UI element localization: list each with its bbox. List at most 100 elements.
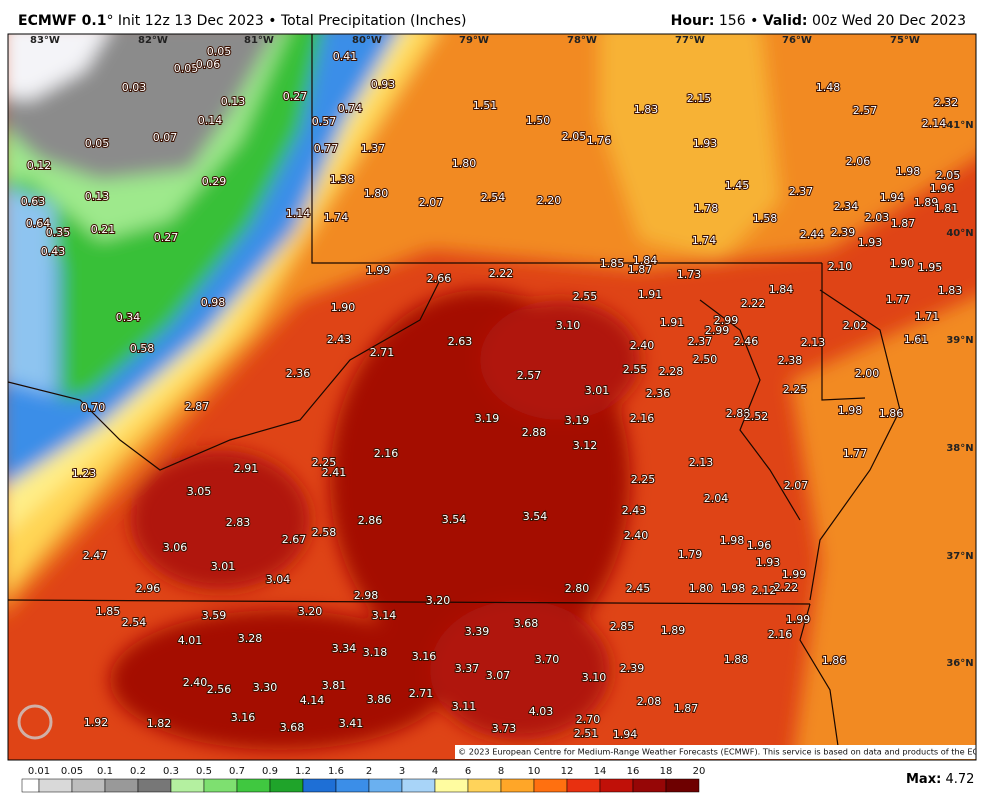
precip-amount: 2.12 [752,584,777,597]
colorbar-tick-label: 0.9 [262,766,278,777]
precip-amount: 2.71 [409,687,434,700]
precip-amount: 1.61 [904,333,929,346]
precip-amount: 2.52 [744,410,769,423]
colorbar-tick-label: 3 [399,766,405,777]
colorbar-tick-label: 4 [432,766,438,777]
precip-amount: 0.13 [85,190,110,203]
precip-amount: 1.79 [678,548,703,561]
precip-amount: 2.51 [574,727,599,740]
precip-amount: 2.66 [427,272,452,285]
longitude-label: 81°W [244,35,274,46]
precip-amount: 2.98 [354,589,379,602]
longitude-label: 78°W [567,35,597,46]
map-frame [7,33,977,761]
precip-amount: 1.80 [452,157,477,170]
precip-amount: 2.67 [282,533,307,546]
precip-amount: 2.57 [853,104,878,117]
precip-amount: 1.98 [720,534,745,547]
copyright: © 2023 European Centre for Medium-Range … [458,747,984,757]
precip-amount: 1.14 [286,207,311,220]
precip-amount: 0.98 [201,296,226,309]
precip-amount: 3.81 [322,679,347,692]
precip-amount: 2.37 [688,335,713,348]
longitude-label: 83°W [30,35,60,46]
precip-amount: 2.99 [714,314,739,327]
precip-amount: 4.03 [529,705,554,718]
precip-amount: 2.46 [734,335,759,348]
precip-amount: 3.01 [211,560,236,573]
precip-amount: 0.14 [198,114,223,127]
precip-amount: 2.07 [784,479,809,492]
precip-amount: 1.81 [934,202,959,215]
precip-amount: 1.93 [693,137,718,150]
precip-amount: 0.29 [202,175,227,188]
precip-amount: 1.99 [782,568,807,581]
precip-amount: 0.35 [46,226,71,239]
precip-amount: 2.16 [374,447,399,460]
colorbar-segment [203,778,238,793]
precip-amount: 1.99 [366,264,391,277]
precip-amount: 1.95 [918,261,943,274]
precip-amount: 1.38 [330,173,355,186]
precip-amount: 2.28 [659,365,684,378]
precip-amount: 2.91 [234,462,259,475]
precip-amount: 0.74 [338,102,363,115]
precip-amount: 3.19 [565,414,590,427]
colorbar-tick-label: 1.2 [295,766,311,777]
precip-amount: 3.68 [280,721,305,734]
colorbar-tick-label: 18 [660,766,673,777]
colorbar-segment [137,778,172,793]
hour-label: Hour: [671,13,715,29]
max-readout: Max: 4.72 [906,772,974,787]
precip-amount: 2.13 [689,456,714,469]
colorbar-tick-label: 0.01 [28,766,50,777]
colorbar-segment [599,778,634,793]
precip-amount: 2.88 [522,426,547,439]
colorbar-tick-label: 10 [528,766,541,777]
precip-amount: 3.68 [514,617,539,630]
precip-amount: 3.59 [202,609,227,622]
colorbar-tick-label: 1.6 [328,766,344,777]
precip-amount: 1.77 [843,447,868,460]
precip-amount: 2.40 [183,676,208,689]
precip-amount: 1.88 [724,653,749,666]
precip-amount: 3.11 [452,700,477,713]
precip-amount: 1.94 [613,728,638,741]
colorbar-segment [170,778,205,793]
precip-amount: 0.27 [283,90,308,103]
state-borders [8,34,901,760]
precip-amount: 3.07 [486,669,511,682]
colorbar-segment [302,778,337,793]
valid-time: 00z Wed 20 Dec 2023 [812,13,966,29]
hour: 156 • [719,13,758,29]
precip-amount: 2.54 [481,191,506,204]
precip-amount: 0.64 [26,217,51,230]
precip-amount: 3.34 [332,642,357,655]
precip-amount: 1.87 [628,263,653,276]
precip-amount: 3.41 [339,717,364,730]
precip-amount: 1.48 [816,81,841,94]
valid-label: Valid: [763,13,808,29]
latitude-label: 41°N [946,120,973,131]
copyright-box [455,745,976,759]
precip-amount: 3.12 [573,439,598,452]
precip-amount: 3.04 [266,573,291,586]
precip-amount: 3.10 [582,671,607,684]
precip-amount: 1.73 [677,268,702,281]
latitude-label: 38°N [946,443,973,454]
precip-amount: 1.71 [915,310,940,323]
colorbar-tick-label: 0.7 [229,766,245,777]
precip-amount: 2.38 [778,354,803,367]
colorbar-tick-label: 0.1 [97,766,113,777]
precip-amount: 1.93 [858,236,883,249]
precip-amount: 1.85 [96,605,121,618]
precip-amount: 3.28 [238,632,263,645]
precip-amount: 2.57 [517,369,542,382]
colorbar-segment [665,778,700,793]
precip-amount: 0.70 [81,401,106,414]
precip-amount: 0.12 [27,159,52,172]
precip-amount: 2.47 [83,549,108,562]
precip-amount: 1.85 [600,257,625,270]
precip-amount: 2.36 [286,367,311,380]
longitude-label: 79°W [459,35,489,46]
